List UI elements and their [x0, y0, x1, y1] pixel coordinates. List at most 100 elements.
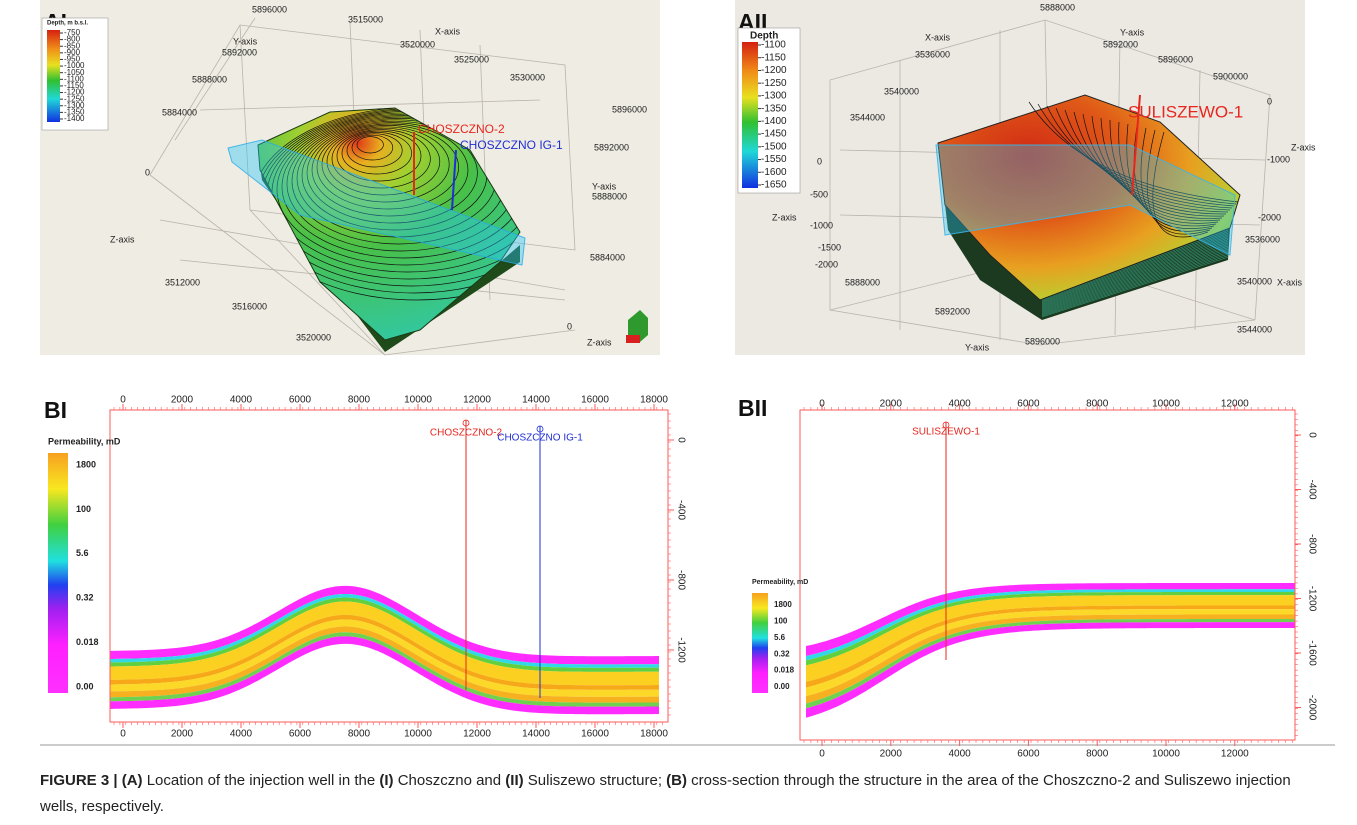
colorbar-title: Permeability, mD [752, 579, 808, 586]
colorbar-label: -1650 [761, 180, 787, 191]
contour-line [276, 113, 520, 266]
y-tick-label: -1600 [1306, 640, 1317, 666]
layer-line [1041, 255, 1229, 317]
x-tick-label: 10000 [1152, 749, 1180, 760]
x-tick-label: 2000 [171, 395, 194, 406]
contour-line [306, 122, 478, 224]
colorbar-label: 0.018 [76, 637, 99, 647]
structure-side [258, 150, 520, 352]
colorbar-label: -1500 [761, 141, 787, 152]
tick-label: 3515000 [348, 14, 383, 24]
section-layer [806, 589, 1295, 661]
caption-text: Suliszewo structure; [523, 772, 667, 789]
x-tick-label: 4000 [230, 395, 253, 406]
x-tick-label: 10000 [404, 729, 432, 740]
x-tick-label: 6000 [1017, 399, 1040, 410]
colorbar-label: -950 [64, 55, 81, 64]
colorbar-label: -1350 [64, 107, 85, 116]
caption: FIGURE 3 | (A) Location of the injection… [40, 768, 1330, 820]
section-layer [110, 614, 659, 690]
colorbar-label: -1300 [64, 101, 85, 110]
axis-label: X-axis [1277, 277, 1303, 287]
tick-label: 5884000 [590, 252, 625, 262]
tick-label: 0 [567, 321, 572, 331]
x-tick-label: 6000 [1017, 749, 1040, 760]
y-tick-label: -800 [1306, 534, 1317, 554]
tick-label: 5892000 [594, 142, 629, 152]
colorbar-label: -1400 [761, 116, 787, 127]
well-head [942, 421, 950, 429]
well [451, 149, 457, 211]
tick-label: 5896000 [252, 4, 287, 14]
frame-line [249, 209, 386, 356]
x-tick-label: 4000 [230, 729, 253, 740]
contour-line [1073, 111, 1229, 213]
contour-line [346, 133, 403, 168]
tick-label: 3520000 [400, 39, 435, 49]
colorbar [47, 30, 60, 122]
colorbar-label: -1250 [64, 94, 85, 103]
caption-bold: (B) [666, 772, 687, 789]
colorbar-label: -900 [64, 48, 81, 57]
axis-label: Y-axis [592, 181, 617, 191]
tick-label: 3525000 [454, 54, 489, 64]
x-tick-label: 10000 [404, 395, 432, 406]
tick-label: -500 [810, 189, 828, 199]
cross-section-plane [227, 139, 526, 266]
layer-line [1041, 234, 1229, 304]
contour-line [351, 134, 394, 161]
tick-label: 5892000 [222, 47, 257, 57]
contour-line [316, 125, 459, 210]
tick-label: 5888000 [1040, 2, 1075, 12]
contour-line [1140, 127, 1213, 232]
x-tick-label: 8000 [348, 729, 371, 740]
axis-label: X-axis [925, 32, 951, 42]
layer-line [1041, 239, 1229, 307]
tick-label: 5900000 [1213, 71, 1248, 81]
contour-line [326, 127, 441, 196]
well-head [536, 425, 544, 433]
contour-line [1046, 105, 1235, 207]
contour-line [311, 123, 469, 217]
x-tick-label: 14000 [522, 729, 550, 740]
x-tick-label: 2000 [171, 729, 194, 740]
tick-label: -1000 [1267, 154, 1290, 164]
colorbar-label: 1800 [76, 459, 96, 469]
section-layer [110, 632, 659, 707]
section-layer [110, 597, 659, 672]
tick-label: 5896000 [612, 104, 647, 114]
layer-line [1041, 247, 1229, 312]
tick-label: 3512000 [165, 277, 200, 287]
y-tick-label: 0 [1306, 432, 1317, 438]
caption-bold: (II) [505, 772, 524, 789]
frame-line [829, 80, 1256, 346]
colorbar-label: -1250 [761, 78, 787, 89]
colorbar-label: -1100 [761, 40, 786, 51]
contour-line [341, 132, 412, 175]
layer-line [1041, 245, 1229, 311]
contour-line [321, 126, 450, 203]
colorbar-label: -850 [64, 41, 81, 50]
colorbar-label: 1800 [774, 600, 792, 609]
colorbar-label: -750 [64, 28, 81, 37]
colorbar-label: -1150 [64, 81, 84, 90]
axis-label: X-axis [435, 26, 461, 36]
well-label: CHOSZCZNO-2 [430, 428, 503, 439]
section-layer [806, 592, 1295, 666]
tick-label: 5896000 [1025, 336, 1060, 346]
x-tick-label: 0 [819, 399, 825, 410]
caption-text: Location of the injection well in the [142, 772, 380, 789]
layer-line [1041, 237, 1229, 306]
colorbar-label: 0.018 [774, 666, 795, 675]
layer-line [1041, 242, 1229, 309]
y-tick-label: -1200 [675, 637, 686, 663]
axis-label: Y-axis [233, 36, 258, 46]
y-tick-label: -800 [675, 570, 686, 590]
well-label: SULISZEWO-1 [1128, 102, 1243, 121]
axis-label: Y-axis [965, 342, 990, 352]
structure-side [938, 145, 1230, 320]
axis-label: Y-axis [1120, 27, 1145, 37]
tick-label: 5888000 [192, 74, 227, 84]
axis-label: Z-axis [587, 337, 612, 347]
colorbar-label: -1200 [761, 65, 787, 76]
